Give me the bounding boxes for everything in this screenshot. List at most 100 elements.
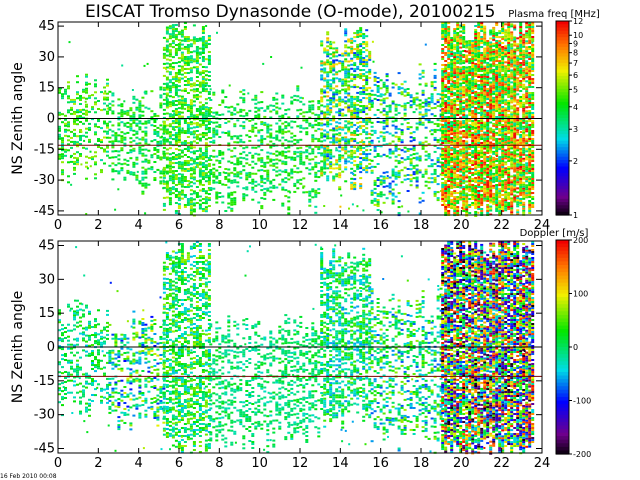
echo-cell <box>379 79 383 82</box>
echo-cell <box>409 164 413 167</box>
echo-cell <box>221 131 225 134</box>
echo-cell <box>168 153 172 156</box>
echo-cell <box>266 129 270 132</box>
echo-cell <box>328 113 331 116</box>
echo-cell <box>201 120 205 122</box>
echo-cell <box>486 198 490 200</box>
echo-cell <box>430 113 434 116</box>
echo-cell <box>477 80 481 82</box>
echo-cell <box>296 95 300 98</box>
echo-cell <box>204 142 208 145</box>
echo-cell <box>293 134 297 137</box>
echo-cell <box>412 111 416 114</box>
echo-cell <box>441 108 445 110</box>
echo-cell <box>368 76 372 79</box>
echo-cell <box>326 37 330 40</box>
echo-cell <box>207 127 211 129</box>
echo-cell <box>198 167 202 170</box>
echo-cell <box>212 133 216 136</box>
echo-cell <box>486 52 490 54</box>
echo-cell <box>400 93 404 96</box>
echo-cell <box>450 115 454 117</box>
echo-cell <box>465 74 469 77</box>
echo-cell <box>174 34 178 36</box>
echo-cell <box>293 170 297 173</box>
echo-cell <box>421 199 425 202</box>
echo-cell <box>335 73 339 76</box>
echo-cell <box>483 123 487 126</box>
echo-cell <box>180 173 184 176</box>
echo-cell <box>356 51 360 54</box>
echo-cell <box>329 63 333 66</box>
echo-cell <box>465 114 469 117</box>
echo-cell <box>275 122 279 125</box>
echo-cell <box>135 174 139 177</box>
echo-cell <box>329 103 333 106</box>
echo-cell <box>347 72 351 75</box>
echo-cell <box>456 150 460 152</box>
echo-cell <box>459 72 463 75</box>
echo-cell <box>483 197 487 200</box>
echo-cell <box>320 124 324 127</box>
echo-cell <box>350 139 354 142</box>
echo-cell <box>447 120 451 122</box>
echo-cell <box>486 106 490 108</box>
echo-cell <box>177 153 181 156</box>
echo-cell <box>489 47 493 50</box>
echo-cell <box>198 207 202 210</box>
echo-cell <box>323 151 327 154</box>
echo-cell <box>495 196 499 198</box>
echo-cell <box>501 184 505 186</box>
echo-cell <box>192 40 196 43</box>
echo-cell <box>353 78 357 81</box>
echo-cell <box>227 132 231 135</box>
echo-cell <box>453 140 457 143</box>
echo-cell <box>201 174 205 176</box>
echo-cell <box>91 108 94 111</box>
echo-cell <box>61 141 64 144</box>
echo-cell <box>239 162 243 165</box>
echo-cell <box>108 120 112 123</box>
echo-cell <box>183 132 187 134</box>
echo-cell <box>144 138 148 141</box>
echo-cell <box>384 93 387 96</box>
echo-cell <box>278 173 282 176</box>
echo-cell <box>353 156 357 159</box>
echo-cell <box>430 97 434 100</box>
echo-cell <box>462 162 466 164</box>
echo-cell <box>365 155 369 158</box>
echo-cell <box>287 206 291 209</box>
echo-cell <box>486 172 490 174</box>
echo-cell <box>439 93 443 96</box>
echo-cell <box>450 185 454 187</box>
echo-cell <box>67 87 70 90</box>
echo-cell <box>356 149 360 152</box>
echo-cell <box>495 80 499 82</box>
echo-cell <box>498 72 502 75</box>
echo-cell <box>230 105 234 108</box>
echo-cell <box>281 102 285 105</box>
echo-cell <box>183 148 187 150</box>
echo-cell <box>153 121 157 123</box>
echo-cell <box>489 205 493 208</box>
echo-cell <box>356 95 360 98</box>
echo-cell <box>444 188 448 190</box>
echo-cell <box>89 165 92 168</box>
echo-cell <box>338 118 342 121</box>
echo-cell <box>85 103 88 106</box>
echo-cell <box>287 150 291 153</box>
echo-cell <box>357 126 360 129</box>
echo-cell <box>135 178 139 181</box>
echo-cell <box>180 77 184 80</box>
echo-cell <box>338 126 342 129</box>
echo-cell <box>177 155 181 158</box>
echo-cell <box>360 56 363 59</box>
echo-cell <box>385 97 389 100</box>
echo-cell <box>329 171 333 174</box>
echo-cell <box>189 115 193 118</box>
echo-cell <box>332 55 336 58</box>
echo-cell <box>498 98 502 101</box>
echo-cell <box>117 170 121 173</box>
echo-cell <box>486 210 490 212</box>
echo-cell <box>323 79 327 82</box>
